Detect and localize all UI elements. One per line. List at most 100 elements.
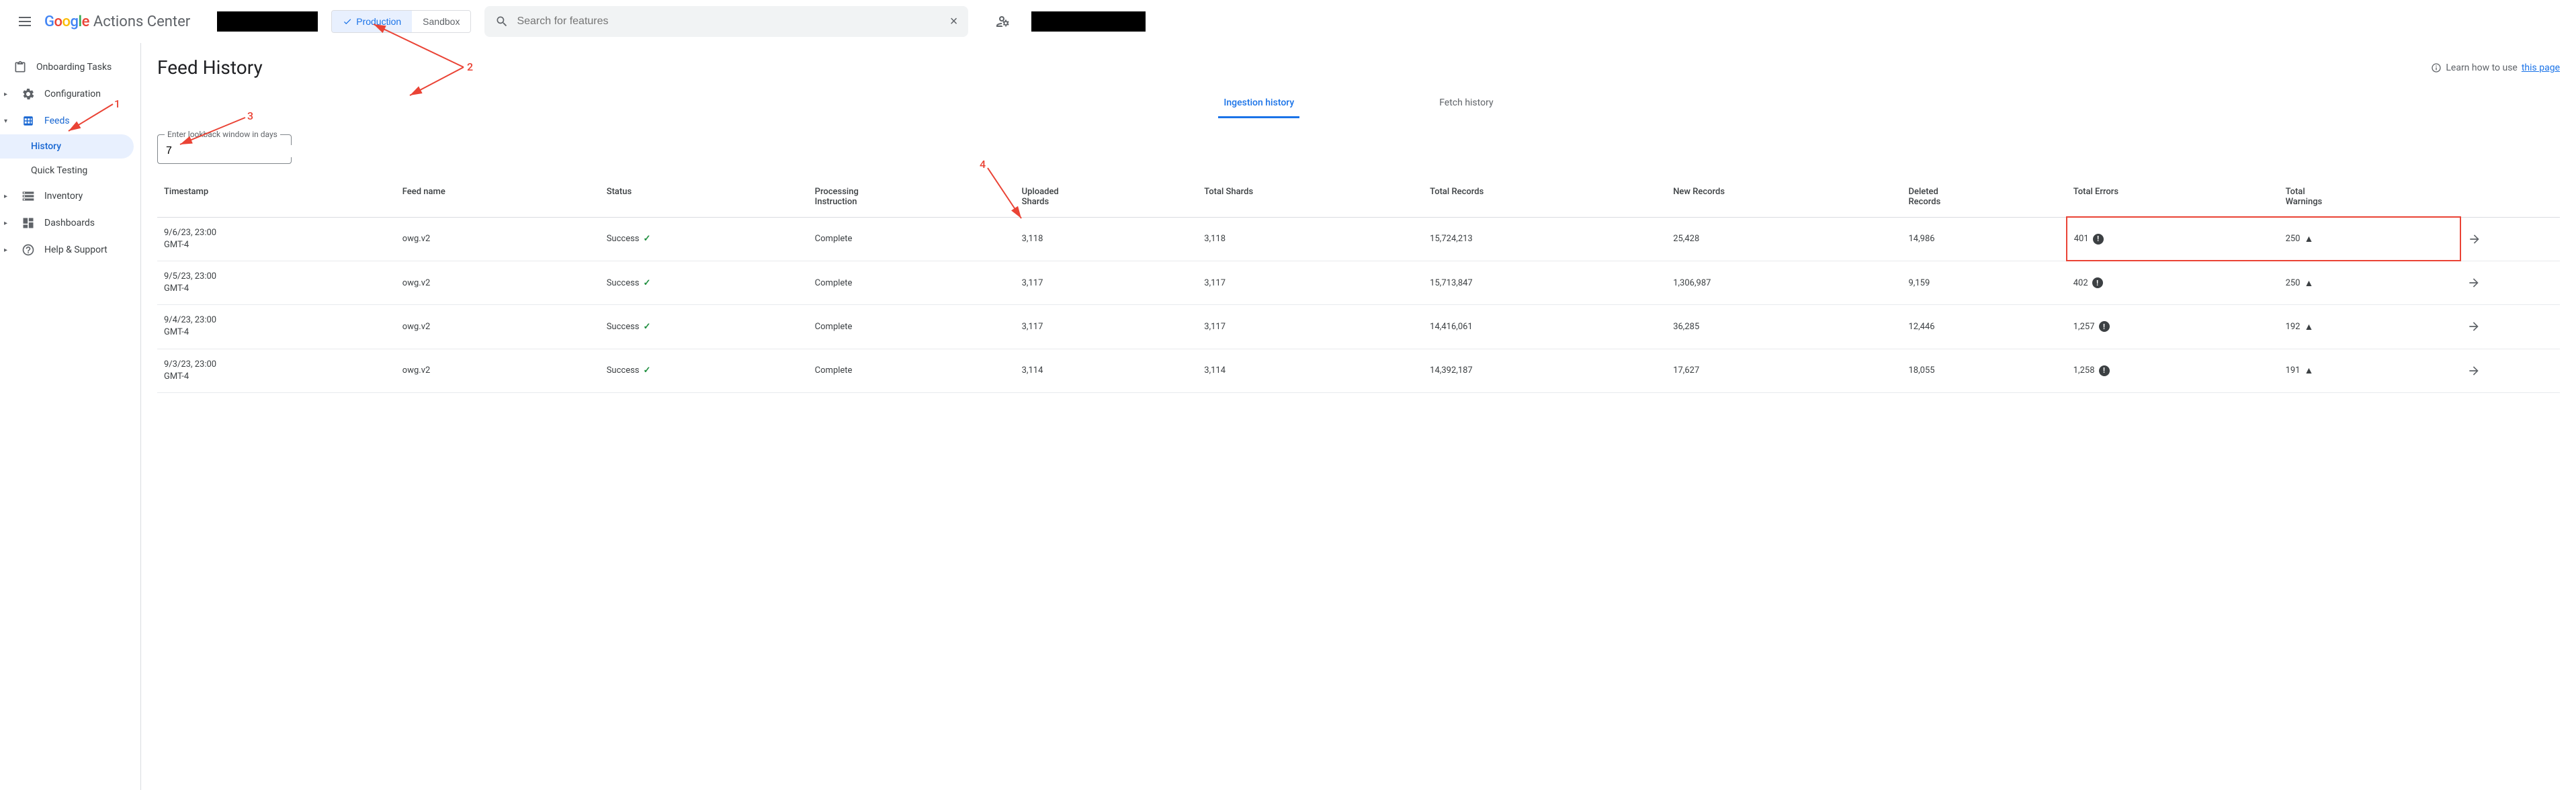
cell-total-errors: 1,258 ! [2067, 349, 2279, 392]
col-total-records: Total Records [1423, 177, 1666, 217]
product-name: Actions Center [93, 13, 190, 30]
google-logo: Google [44, 13, 89, 30]
cell-processing: Complete [808, 217, 1015, 261]
check-icon [343, 17, 352, 26]
sidebar-item-label: Help & Support [44, 245, 108, 255]
lookback-input[interactable] [166, 145, 305, 157]
cell-total-records: 14,392,187 [1423, 349, 1666, 392]
warning-icon: ▲ [2304, 365, 2313, 376]
cell-deleted-records: 14,986 [1902, 217, 2067, 261]
annotation-4: 4 [980, 158, 986, 171]
search-icon [495, 15, 509, 28]
chevron-down-icon: ▾ [4, 118, 11, 125]
cell-total-records: 15,724,213 [1423, 217, 1666, 261]
cell-feed-name: owg.v2 [396, 349, 600, 392]
sidebar-item-label: Feeds [44, 116, 70, 126]
sidebar-item-dashboards[interactable]: ▸ Dashboards [0, 210, 140, 236]
warning-icon: ▲ [2304, 277, 2313, 289]
search-input[interactable] [517, 15, 949, 28]
storage-icon [22, 189, 35, 203]
page-title: Feed History [157, 56, 2560, 79]
clipboard-icon [13, 60, 27, 74]
grid-icon [22, 114, 35, 128]
gear-icon [22, 87, 35, 101]
check-icon: ✓ [644, 278, 651, 288]
warning-icon: ▲ [2304, 233, 2313, 245]
sidebar-item-onboarding[interactable]: Onboarding Tasks [0, 54, 140, 81]
sidebar-item-inventory[interactable]: ▸ Inventory [0, 183, 140, 210]
logo-area: Google Actions Center [44, 13, 190, 30]
sidebar-item-label: Dashboards [44, 218, 95, 228]
redacted-box-2 [1031, 11, 1146, 32]
table-row: 9/3/23, 23:00GMT-4 owg.v2 Success ✓ Comp… [157, 349, 2560, 392]
cell-total-warnings: 191 ▲ [2279, 349, 2460, 392]
sidebar-item-label: Configuration [44, 89, 101, 99]
row-detail-button[interactable] [2460, 349, 2560, 392]
person-gear-icon [995, 13, 1011, 30]
error-icon: ! [2099, 321, 2110, 332]
error-icon: ! [2092, 277, 2103, 288]
tabs: Ingestion history Fetch history [157, 89, 2560, 118]
cell-timestamp: 9/5/23, 23:00GMT-4 [157, 261, 396, 304]
row-detail-button[interactable] [2460, 217, 2560, 261]
chevron-right-icon: ▸ [4, 91, 11, 98]
feed-history-table: Timestamp Feed name Status ProcessingIns… [157, 177, 2560, 393]
main-content: Feed History Learn how to use this page … [141, 43, 2576, 790]
cell-status: Success ✓ [600, 349, 808, 392]
hamburger-menu-button[interactable] [11, 13, 39, 30]
sidebar-item-history[interactable]: History [0, 134, 134, 159]
row-detail-button[interactable] [2460, 261, 2560, 304]
cell-status: Success ✓ [600, 261, 808, 304]
tab-fetch-history[interactable]: Fetch history [1434, 89, 1498, 118]
sidebar: Onboarding Tasks ▸ Configuration ▾ Feeds… [0, 43, 141, 790]
cell-total-shards: 3,117 [1197, 305, 1423, 349]
row-detail-button[interactable] [2460, 305, 2560, 349]
sandbox-button[interactable]: Sandbox [412, 11, 470, 32]
col-total-shards: Total Shards [1197, 177, 1423, 217]
cell-new-records: 1,306,987 [1666, 261, 1901, 304]
cell-new-records: 36,285 [1666, 305, 1901, 349]
annotation-2: 2 [467, 60, 473, 73]
col-action [2460, 177, 2560, 217]
tab-ingestion-history[interactable]: Ingestion history [1218, 89, 1299, 118]
error-icon: ! [2099, 365, 2110, 376]
col-feed-name: Feed name [396, 177, 600, 217]
sidebar-item-feeds[interactable]: ▾ Feeds [0, 107, 140, 134]
cell-status: Success ✓ [600, 305, 808, 349]
sidebar-item-help[interactable]: ▸ Help & Support [0, 236, 140, 263]
annotation-3: 3 [247, 109, 253, 122]
cell-deleted-records: 18,055 [1902, 349, 2067, 392]
chevron-right-icon: ▸ [4, 220, 11, 227]
cell-total-shards: 3,117 [1197, 261, 1423, 304]
search-bar: × [484, 6, 968, 37]
cell-new-records: 17,627 [1666, 349, 1901, 392]
lookback-label: Enter lookback window in days [165, 130, 280, 139]
error-icon: ! [2093, 234, 2104, 245]
production-button[interactable]: Production [332, 11, 412, 32]
info-icon [2431, 62, 2442, 73]
cell-total-errors: 402 ! [2067, 261, 2279, 304]
help-link-area: Learn how to use this page [2431, 62, 2560, 73]
col-deleted-records: DeletedRecords [1902, 177, 2067, 217]
cell-timestamp: 9/4/23, 23:00GMT-4 [157, 305, 396, 349]
table-row: 9/4/23, 23:00GMT-4 owg.v2 Success ✓ Comp… [157, 305, 2560, 349]
cell-deleted-records: 9,159 [1902, 261, 2067, 304]
col-total-errors: Total Errors [2067, 177, 2279, 217]
check-icon: ✓ [644, 365, 651, 376]
production-label: Production [356, 16, 401, 27]
manage-accounts-button[interactable] [988, 7, 1018, 36]
help-icon [22, 243, 35, 257]
cell-total-warnings: 250 ▲ [2279, 261, 2460, 304]
col-processing: ProcessingInstruction [808, 177, 1015, 217]
sidebar-item-quick-testing[interactable]: Quick Testing [0, 159, 140, 183]
cell-feed-name: owg.v2 [396, 217, 600, 261]
col-new-records: New Records [1666, 177, 1901, 217]
cell-deleted-records: 12,446 [1902, 305, 2067, 349]
search-clear-button[interactable]: × [950, 14, 958, 30]
cell-total-errors: 1,257 ! [2067, 305, 2279, 349]
help-link[interactable]: this page [2522, 62, 2560, 73]
cell-total-errors: 401 ! [2067, 217, 2279, 261]
warning-icon: ▲ [2304, 321, 2313, 333]
cell-total-records: 14,416,061 [1423, 305, 1666, 349]
cell-total-warnings: 250 ▲ [2279, 217, 2460, 261]
